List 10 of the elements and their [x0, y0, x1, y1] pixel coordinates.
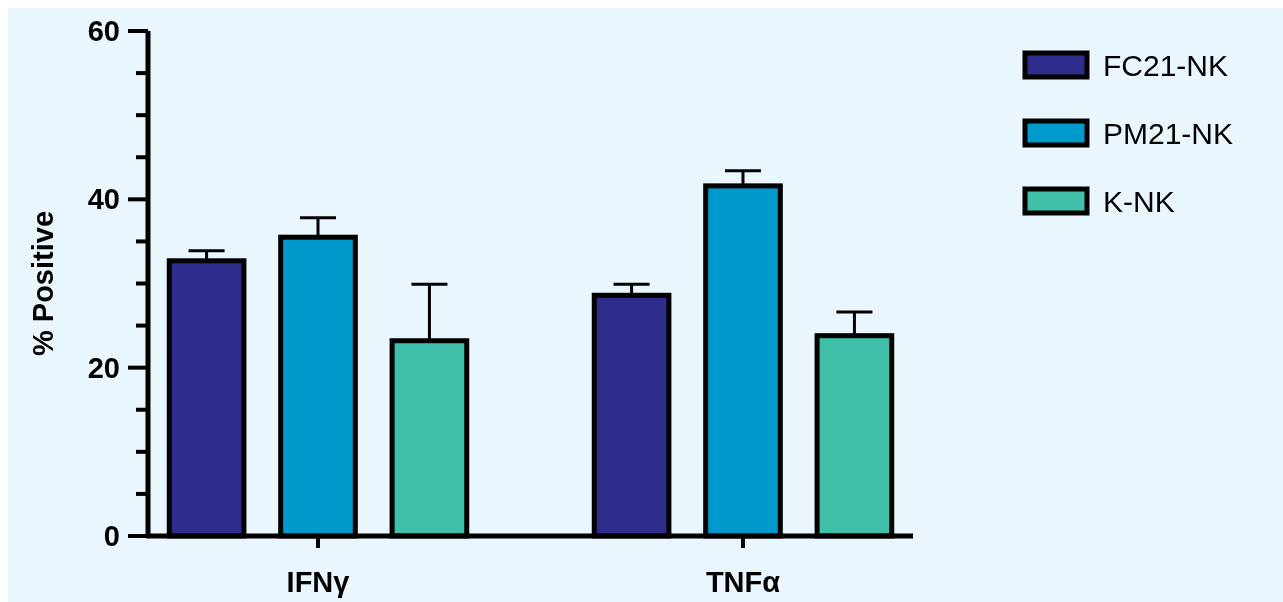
legend-label: FC21-NK: [1103, 48, 1229, 82]
y-tick-label: 60: [87, 15, 120, 48]
legend-label: K-NK: [1103, 184, 1175, 218]
x-tick-label: TNFα: [705, 566, 781, 598]
x-tick-label: IFNγ: [286, 566, 351, 598]
y-tick-label: 40: [87, 183, 120, 216]
y-axis-title: % Positive: [27, 210, 59, 357]
legend-label: PM21-NK: [1103, 116, 1234, 150]
y-tick-label: 0: [103, 520, 120, 553]
y-tick-label: 20: [87, 351, 120, 384]
